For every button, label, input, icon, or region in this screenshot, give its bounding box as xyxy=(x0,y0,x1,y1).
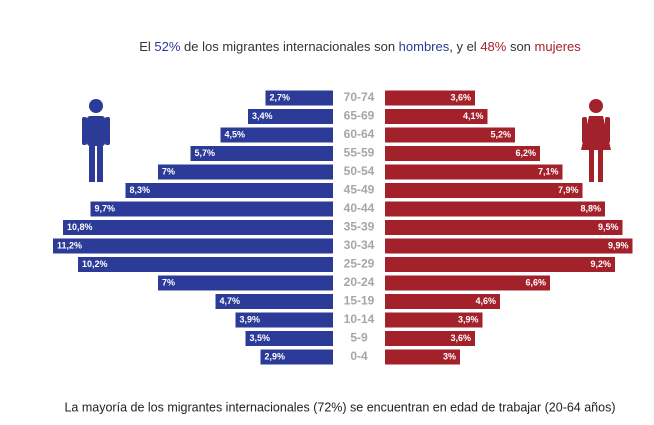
age-label: 45-49 xyxy=(344,183,375,197)
age-label: 55-59 xyxy=(344,146,375,160)
age-label: 60-64 xyxy=(344,127,375,141)
data-label: 7% xyxy=(162,277,175,287)
title-part: mujeres xyxy=(535,39,582,54)
bar xyxy=(63,220,333,235)
age-label: 10-14 xyxy=(344,312,375,326)
age-label: 65-69 xyxy=(344,109,375,123)
title-part: hombres xyxy=(399,39,450,54)
age-label: 40-44 xyxy=(344,201,375,215)
data-label: 3,9% xyxy=(240,314,261,324)
bar xyxy=(235,312,333,328)
bar xyxy=(385,164,563,180)
data-label: 4,7% xyxy=(220,296,241,306)
bar xyxy=(245,331,333,346)
bar xyxy=(385,146,540,161)
title-part: son xyxy=(506,39,534,54)
bar xyxy=(265,90,333,106)
age-label: 5-9 xyxy=(350,331,368,345)
data-label: 8,3% xyxy=(130,185,151,195)
data-label: 2,9% xyxy=(265,351,286,361)
data-label: 9,9% xyxy=(608,240,629,250)
title-part: de los migrantes internacionales son xyxy=(180,39,398,54)
data-label: 6,2% xyxy=(515,148,536,158)
bar xyxy=(385,109,488,124)
bar xyxy=(385,294,500,309)
bar xyxy=(385,220,623,235)
title-part: El xyxy=(139,39,154,54)
age-label: 20-24 xyxy=(344,275,375,289)
bar xyxy=(385,238,633,254)
data-label: 5,7% xyxy=(195,148,216,158)
bar xyxy=(90,201,333,217)
age-label: 70-74 xyxy=(344,90,375,104)
data-label: 3,6% xyxy=(450,92,471,102)
data-label: 9,7% xyxy=(95,203,116,213)
age-label: 35-39 xyxy=(344,220,375,234)
age-label: 50-54 xyxy=(344,164,375,178)
age-label: 0-4 xyxy=(350,349,368,363)
age-label: 30-34 xyxy=(344,238,375,252)
data-label: 11,2% xyxy=(57,240,82,250)
bar xyxy=(158,164,333,180)
bar xyxy=(220,127,333,143)
woman-icon xyxy=(581,99,611,182)
title-part: 52% xyxy=(154,39,180,54)
data-label: 3,4% xyxy=(252,111,273,121)
bar xyxy=(385,275,550,291)
data-label: 7% xyxy=(162,166,175,176)
bar xyxy=(385,90,475,106)
age-label: 15-19 xyxy=(344,294,375,308)
data-label: 3% xyxy=(443,351,456,361)
bar xyxy=(385,201,605,217)
data-label: 8,8% xyxy=(580,203,601,213)
footer: La mayoría de los migrantes internaciona… xyxy=(64,400,615,414)
bar xyxy=(260,349,333,365)
bar xyxy=(53,238,333,254)
bar xyxy=(215,294,333,309)
data-label: 4,1% xyxy=(463,111,484,121)
data-label: 2,7% xyxy=(270,92,291,102)
data-label: 3,9% xyxy=(458,314,479,324)
bar xyxy=(125,183,333,198)
data-label: 6,6% xyxy=(525,277,546,287)
data-label: 10,2% xyxy=(82,259,108,269)
bar xyxy=(385,312,483,328)
data-label: 10,8% xyxy=(67,222,93,232)
data-label: 5,2% xyxy=(490,129,511,139)
data-label: 3,6% xyxy=(450,333,471,343)
man-icon xyxy=(82,99,110,182)
data-label: 9,5% xyxy=(598,222,619,232)
bar xyxy=(190,146,333,161)
bar xyxy=(248,109,333,124)
data-label: 4,6% xyxy=(475,296,496,306)
data-label: 4,5% xyxy=(225,129,246,139)
age-label: 25-29 xyxy=(344,257,375,271)
bar xyxy=(78,257,333,272)
data-label: 9,2% xyxy=(590,259,611,269)
bar xyxy=(385,349,460,365)
chart-title: El 52% de los migrantes internacionales … xyxy=(139,39,581,54)
bar xyxy=(385,183,583,198)
bar xyxy=(158,275,333,291)
bar xyxy=(385,127,515,143)
title-part: , y el xyxy=(449,39,480,54)
data-label: 7,9% xyxy=(558,185,579,195)
bar xyxy=(385,331,475,346)
bar xyxy=(385,257,615,272)
data-label: 3,5% xyxy=(250,333,271,343)
data-label: 7,1% xyxy=(538,166,559,176)
title-part: 48% xyxy=(480,39,506,54)
